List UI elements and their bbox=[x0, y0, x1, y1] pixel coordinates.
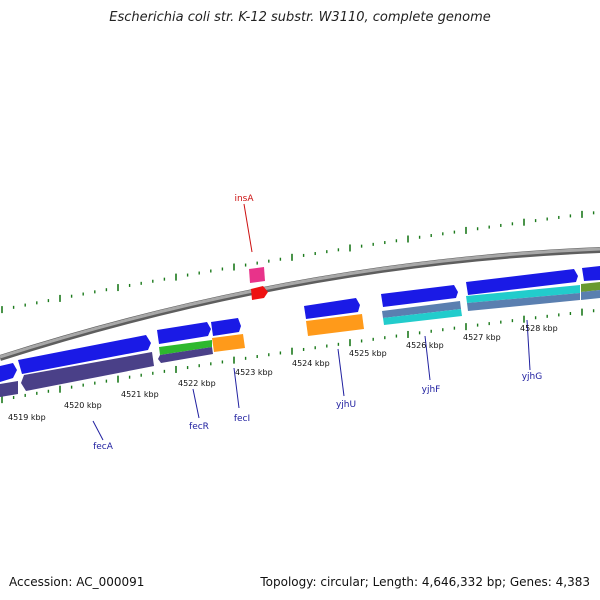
gene-label-yjhF[interactable]: yjhF bbox=[422, 385, 441, 395]
genome-backbone bbox=[0, 247, 600, 361]
gene-fecA-reverse[interactable] bbox=[21, 352, 154, 391]
gene-reverse-left[interactable] bbox=[0, 381, 18, 397]
genome-title: Escherichia coli str. K-12 substr. W3110… bbox=[109, 10, 491, 25]
insA-pink-block[interactable] bbox=[249, 267, 265, 283]
scale-label: 4525 kbp bbox=[349, 349, 387, 358]
gene-label-insA[interactable]: insA bbox=[234, 194, 254, 204]
gene-next-olive[interactable] bbox=[581, 282, 600, 292]
scale-label: 4520 kbp bbox=[64, 401, 102, 410]
genome-summary-text: Topology: circular; Length: 4,646,332 bp… bbox=[260, 575, 590, 589]
gene-fecI-orange[interactable] bbox=[212, 334, 245, 352]
scale-label: 4524 kbp bbox=[292, 359, 330, 368]
gene-fecR-forward[interactable] bbox=[157, 322, 211, 344]
gene-label-yjhU[interactable]: yjhU bbox=[336, 400, 356, 410]
gene-yjhF-forward[interactable] bbox=[381, 285, 458, 307]
gene-yjhG-forward[interactable] bbox=[466, 269, 578, 295]
scale-label: 4526 kbp bbox=[406, 341, 444, 350]
accession-text: Accession: AC_000091 bbox=[9, 575, 145, 589]
gene-next-forward[interactable] bbox=[582, 266, 600, 281]
label-leaders bbox=[92, 203, 531, 441]
insA-element[interactable] bbox=[249, 267, 268, 300]
inner-tick-track bbox=[1, 308, 595, 404]
scale-label: 4522 kbp bbox=[178, 379, 216, 388]
scale-label: 4528 kbp bbox=[520, 324, 558, 333]
gene-label-yjhG[interactable]: yjhG bbox=[522, 372, 543, 382]
gene-yjhF-slate[interactable] bbox=[382, 301, 461, 318]
scale-label: 4523 kbp bbox=[235, 368, 273, 377]
outer-tick-track bbox=[1, 210, 595, 314]
gene-label-fecA[interactable]: fecA bbox=[93, 442, 114, 452]
gene-fecR-reverse[interactable] bbox=[158, 347, 213, 363]
scale-label: 4521 kbp bbox=[121, 390, 159, 399]
gene-yjhG-slate[interactable] bbox=[467, 293, 580, 311]
gene-yjhU-forward[interactable] bbox=[304, 298, 360, 319]
gene-fecA-forward[interactable] bbox=[0, 363, 17, 382]
gene-label-fecI[interactable]: fecI bbox=[234, 414, 250, 424]
reverse-strand-genes bbox=[0, 282, 600, 397]
gene-fecA-block[interactable] bbox=[18, 335, 151, 374]
scale-labels: 4519 kbp 4520 kbp 4521 kbp 4522 kbp 4523… bbox=[8, 324, 558, 422]
gene-yjhG-cyan[interactable] bbox=[466, 285, 580, 303]
insA-red-arrow[interactable] bbox=[251, 286, 268, 300]
gene-next-slate[interactable] bbox=[581, 290, 600, 300]
gene-label-fecR[interactable]: fecR bbox=[189, 422, 209, 432]
gene-yjhF-cyan[interactable] bbox=[383, 309, 462, 325]
gene-fecI-forward[interactable] bbox=[211, 318, 241, 336]
scale-label: 4519 kbp bbox=[8, 413, 46, 422]
gene-yjhU-orange[interactable] bbox=[306, 314, 364, 336]
gene-fecR-green[interactable] bbox=[159, 340, 212, 355]
forward-strand-genes bbox=[0, 266, 600, 382]
gene-labels: insA fecA fecR fecI yjhU yjhF yjhG bbox=[93, 194, 542, 452]
scale-label: 4527 kbp bbox=[463, 333, 501, 342]
